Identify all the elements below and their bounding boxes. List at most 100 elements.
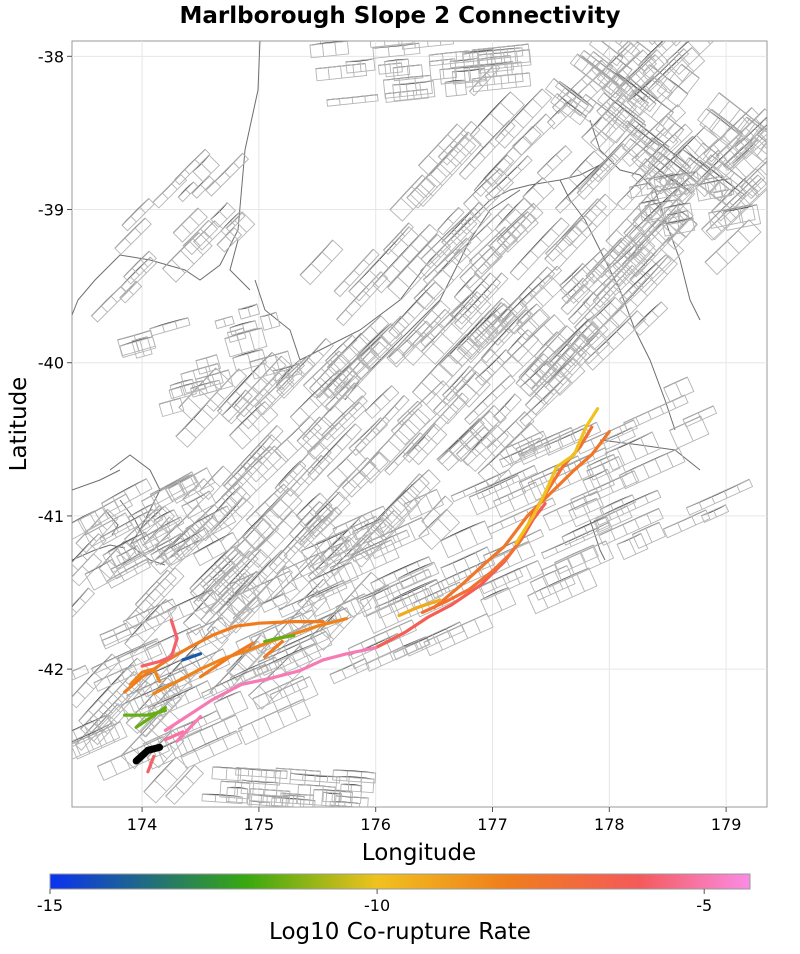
fault-section (774, 121, 800, 180)
fault-section (192, 531, 240, 567)
fault-section (546, 98, 579, 130)
fault-section (609, 72, 657, 113)
fault-section (322, 791, 342, 803)
fault-section (392, 637, 431, 661)
fault-section (617, 41, 640, 58)
fault-section (480, 587, 517, 618)
fault-section (384, 432, 426, 476)
fault-section (235, 767, 288, 780)
fault-section (279, 792, 314, 806)
fault-section (573, 55, 620, 95)
fault-section (428, 58, 458, 81)
fault-section (468, 226, 518, 275)
fault-section (543, 421, 602, 456)
fault-section (370, 556, 433, 592)
coastline (72, 41, 701, 566)
fault-section (401, 41, 454, 50)
fault-section (124, 598, 177, 654)
fault-section (621, 120, 661, 153)
fault-section (192, 154, 220, 183)
fault-section (616, 49, 669, 100)
fault-section (545, 214, 594, 262)
fault-section (341, 451, 389, 498)
y-axis-label: Latitude (6, 377, 32, 472)
fault-section (588, 41, 624, 67)
fault-section (214, 315, 235, 330)
fault-trace (0, 552, 41, 611)
fault-section (72, 721, 128, 760)
fault-section (540, 540, 615, 588)
fault-section (423, 613, 494, 657)
fault-section (172, 207, 208, 243)
fault-section (90, 638, 161, 675)
fault-section (216, 227, 243, 253)
fault-basemap (72, 41, 701, 566)
fault-section (229, 320, 258, 336)
fault-trace (23, 548, 65, 593)
fault-section (300, 527, 361, 568)
fault-section (598, 507, 664, 546)
fault-section (638, 199, 663, 223)
fault-section (655, 115, 685, 144)
fault-section (547, 358, 586, 396)
fault-section (72, 722, 121, 760)
x-tick-label: 175 (244, 815, 275, 834)
fault-section (437, 206, 465, 236)
fault-section (350, 529, 410, 562)
co-rupture-section (163, 730, 185, 742)
co-rupture-section (146, 754, 156, 774)
fault-section (669, 415, 710, 449)
fault-section (454, 272, 509, 330)
fault-section (388, 281, 444, 340)
fault-section (440, 546, 496, 586)
fault-section (653, 170, 700, 193)
fault-section (245, 483, 291, 527)
fault-section (161, 231, 213, 283)
fault-section (390, 380, 458, 446)
fault-section (519, 360, 557, 397)
co-rupture-section (198, 641, 255, 679)
fault-section (137, 653, 203, 698)
colorbar-tick-label: -15 (37, 896, 63, 915)
fault-section (347, 632, 404, 670)
fault-section (486, 411, 535, 459)
fault-section (715, 108, 767, 168)
fault-section (577, 331, 611, 365)
fault-section (336, 271, 389, 327)
fault-section (735, 116, 765, 145)
fault-section (333, 248, 380, 298)
fault-section (462, 48, 495, 63)
fault-section (315, 63, 368, 82)
fault-section (220, 210, 246, 236)
fault-section (634, 210, 688, 262)
fault-section (241, 549, 289, 599)
fault-section (314, 457, 377, 523)
fault-section (509, 217, 570, 281)
co-rupture-section (175, 715, 203, 743)
fault-section (504, 430, 552, 466)
fault-section (663, 376, 695, 403)
fault-section (462, 47, 524, 63)
fault-section (568, 497, 605, 528)
fault-section (597, 92, 647, 134)
fault-section (193, 220, 224, 251)
fault-section (189, 546, 242, 598)
x-tick-label: 179 (711, 815, 742, 834)
fault-section (329, 539, 400, 586)
fault-section (519, 376, 572, 428)
fault-section (269, 627, 332, 664)
fault-section (471, 43, 531, 69)
fault-section (274, 415, 322, 463)
fault-section (377, 62, 403, 75)
fault-section (703, 175, 726, 194)
co-rupture-section (181, 652, 203, 662)
fault-section (283, 514, 338, 570)
fault-trace (785, 105, 800, 131)
fault-section (96, 736, 170, 781)
fault-section (631, 521, 666, 549)
fault-section (515, 437, 544, 457)
fault-section (595, 489, 662, 526)
fault-section (165, 764, 204, 805)
fault-trace (645, 8, 674, 36)
fault-section (120, 681, 181, 721)
